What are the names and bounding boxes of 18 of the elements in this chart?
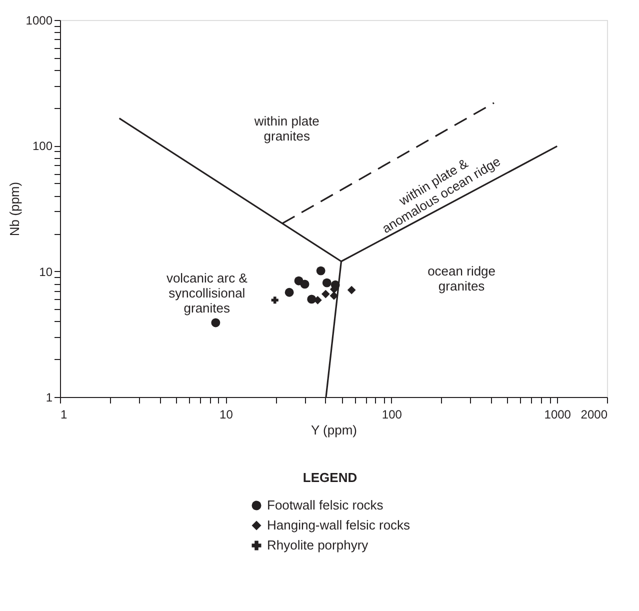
annotation: volcanic arc & syncollisional granites [166,270,248,316]
y-tick-label: 10 [39,264,53,279]
y-tick-label: 100 [32,139,53,154]
annotation: ocean ridge granites [428,263,496,294]
x-tick-label: 2000 [580,408,608,422]
x-tick-label: 1 [60,408,68,422]
y-tick-label: 1 [46,390,53,404]
legend-label: Hanging-wall felsic rocks [267,518,411,532]
x-tick-label: 10 [220,408,234,422]
y-axis-title: Nb (ppm) [6,182,22,236]
legend-label: Rhyolite porphyry [267,538,369,552]
legend-label: Footwall felsic rocks [267,498,384,512]
annotation: within plate granites [253,114,320,144]
legend-title: LEGEND [302,470,358,485]
x-axis-title: Y (ppm) [311,422,357,438]
x-tick-label: 1000 [544,408,572,422]
x-tick-label: 100 [382,408,402,422]
y-tick-label: 1000 [26,14,53,28]
